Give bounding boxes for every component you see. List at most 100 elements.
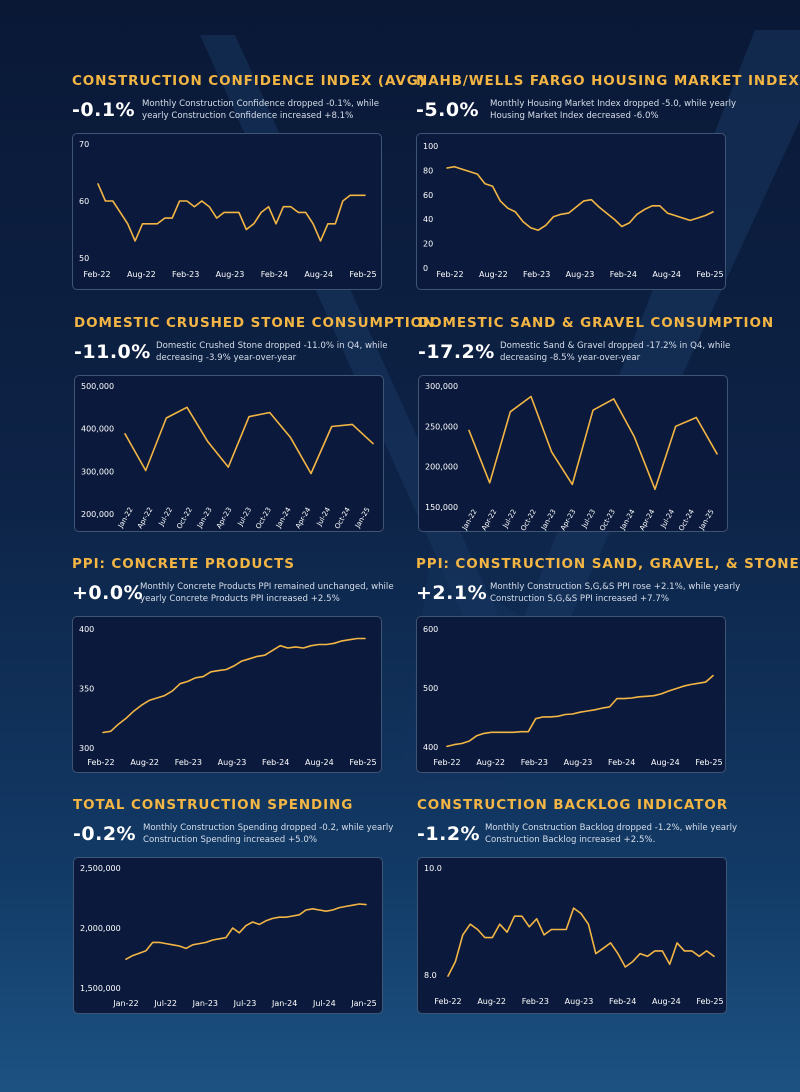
- change-description: Monthly Concrete Products PPI remained u…: [140, 582, 394, 604]
- y-tick-label: 500: [423, 684, 438, 693]
- series-line: [446, 165, 714, 231]
- x-tick-label: Apr-24: [638, 508, 657, 532]
- y-tick-label: 350: [79, 685, 94, 694]
- x-tick-label: Jan-23: [539, 508, 558, 532]
- x-tick-label: Feb-22: [434, 997, 461, 1006]
- x-tick-label: Aug-24: [304, 270, 333, 279]
- x-tick-label: Jul-22: [501, 508, 518, 530]
- x-tick-label: Apr-22: [136, 506, 154, 530]
- x-tick-label: Feb-24: [610, 270, 637, 279]
- y-tick-label: 80: [423, 166, 433, 175]
- chart-frame: 70 60 50 Feb-22 Aug-22 Feb-23 Aug-23 Feb-24 Aug-…: [72, 133, 382, 290]
- sgs-panel: PPI: CONSTRUCTION SAND, GRAVEL, & STONE +…: [416, 556, 799, 776]
- change-description: Domestic Crushed Stone dropped -11.0% in…: [156, 341, 388, 363]
- x-tick-label: Oct-23: [254, 506, 273, 530]
- y-tick-label: 2,000,000: [80, 924, 121, 933]
- x-tick-label: Jul-24: [312, 999, 336, 1008]
- line-chart: 400 350 300 Feb-22 Aug-22 Feb-23 Aug-23 Feb-24 A…: [79, 625, 377, 767]
- series-line: [102, 637, 366, 734]
- x-tick-label: Aug-24: [305, 758, 334, 767]
- x-tick-label: Jan-23: [195, 506, 214, 530]
- x-tick-label: Aug-22: [127, 270, 156, 279]
- x-tick-label: Feb-24: [609, 997, 636, 1006]
- y-tick-label: 8.0: [424, 971, 437, 980]
- x-tick-label: Feb-25: [349, 270, 376, 279]
- y-tick-label: 200,000: [425, 463, 458, 472]
- y-tick-label: 40: [423, 215, 433, 224]
- change-value: +2.1%: [416, 582, 488, 604]
- x-tick-label: Feb-23: [175, 758, 202, 767]
- series-line: [446, 674, 714, 748]
- x-tick-label: Feb-24: [262, 758, 289, 767]
- chart-title: DOMESTIC CRUSHED STONE CONSUMPTION: [74, 315, 436, 331]
- x-tick-label: Oct-24: [677, 508, 696, 533]
- change-value: -17.2%: [418, 341, 495, 363]
- line-chart: 600 500 400 Feb-22 Aug-22 Feb-23 Aug-23 Feb-24 A…: [423, 625, 723, 767]
- line-chart: 70 60 50 Feb-22 Aug-22 Feb-23 Aug-23 Feb-24 Aug-…: [79, 140, 377, 279]
- chart-frame: 100 80 60 40 20 0 Feb-22 Aug-22 Feb-23 Aug-23 Feb-…: [416, 133, 726, 290]
- line-chart: 500,000 400,000 300,000 200,000 Jan-22 Apr-22…: [81, 382, 374, 530]
- x-tick-label: Feb-24: [608, 758, 635, 767]
- x-tick-label: Feb-24: [261, 270, 288, 279]
- series-line: [97, 183, 366, 242]
- change-value: -1.2%: [417, 823, 481, 845]
- y-tick-label: 300,000: [425, 382, 458, 391]
- hmi-panel: NAHB/WELLS FARGO HOUSING MARKET INDEX -5.…: [416, 73, 799, 293]
- x-tick-label: Jul-22: [157, 506, 174, 528]
- x-tick-label: Aug-22: [479, 270, 508, 279]
- cci-panel: CONSTRUCTION CONFIDENCE INDEX (AVG) -0.1%…: [72, 73, 425, 293]
- y-tick-label: 400,000: [81, 425, 114, 434]
- x-tick-label: Aug-23: [218, 758, 247, 767]
- chart-title: PPI: CONCRETE PRODUCTS: [72, 556, 295, 572]
- chart-frame: 400 350 300 Feb-22 Aug-22 Feb-23 Aug-23 Feb-24 A…: [72, 616, 382, 773]
- x-tick-label: Jan-23: [192, 999, 218, 1008]
- concrete-panel: PPI: CONCRETE PRODUCTS +0.0% Monthly Concr…: [72, 556, 402, 776]
- chart-frame: 2,500,000 2,000,000 1,500,000 Jan-22 Jul-22 J…: [73, 857, 383, 1014]
- y-tick-label: 400: [423, 743, 438, 752]
- x-tick-label: Feb-22: [87, 758, 114, 767]
- x-tick-label: Feb-22: [83, 270, 110, 279]
- x-tick-label: Apr-23: [559, 508, 577, 532]
- line-chart: 100 80 60 40 20 0 Feb-22 Aug-22 Feb-23 Aug-23 Feb-…: [423, 142, 724, 279]
- series-line: [124, 406, 374, 475]
- change-value: -0.1%: [72, 99, 136, 121]
- chart-title: TOTAL CONSTRUCTION SPENDING: [73, 797, 354, 813]
- x-tick-label: Aug-22: [477, 997, 506, 1006]
- x-tick-label: Jan-22: [116, 506, 135, 530]
- x-tick-label: Jan-25: [350, 999, 376, 1008]
- x-tick-label: Jul-24: [659, 508, 677, 531]
- x-tick-label: Feb-23: [522, 997, 549, 1006]
- line-chart: 2,500,000 2,000,000 1,500,000 Jan-22 Jul-22 J…: [80, 864, 377, 1008]
- chart-title: NAHB/WELLS FARGO HOUSING MARKET INDEX: [416, 73, 800, 89]
- x-tick-label: Jan-24: [618, 508, 637, 533]
- x-tick-label: Aug-23: [565, 997, 594, 1006]
- x-tick-label: Jul-22: [153, 999, 177, 1008]
- series-line: [447, 907, 715, 977]
- change-value: -11.0%: [74, 341, 151, 363]
- y-tick-label: 400: [79, 625, 94, 634]
- y-tick-label: 20: [423, 240, 433, 249]
- y-tick-label: 250,000: [425, 422, 458, 431]
- x-tick-label: Jan-24: [271, 999, 297, 1008]
- x-tick-label: Aug-24: [652, 997, 681, 1006]
- x-tick-label: Oct-22: [175, 506, 194, 530]
- x-tick-label: Jul-23: [233, 999, 257, 1008]
- x-tick-label: Aug-22: [130, 758, 159, 767]
- y-tick-label: 100: [423, 142, 438, 151]
- x-tick-label: Oct-23: [598, 508, 617, 532]
- y-tick-label: 0: [423, 264, 428, 273]
- series-line: [468, 395, 718, 491]
- y-tick-label: 10.0: [424, 864, 442, 873]
- x-tick-label: Jul-23: [236, 506, 253, 528]
- series-line: [125, 903, 367, 960]
- y-tick-label: 300,000: [81, 467, 114, 476]
- x-tick-label: Aug-22: [476, 758, 505, 767]
- x-tick-label: Feb-23: [523, 270, 550, 279]
- change-value: -5.0%: [416, 99, 480, 121]
- backlog-panel: CONSTRUCTION BACKLOG INDICATOR -1.2% Month…: [417, 797, 747, 1017]
- x-tick-label: Feb-23: [172, 270, 199, 279]
- y-tick-label: 2,500,000: [80, 864, 121, 873]
- x-tick-label: Feb-23: [521, 758, 548, 767]
- x-tick-label: Apr-23: [215, 506, 233, 530]
- x-tick-label: Jan-25: [353, 506, 372, 530]
